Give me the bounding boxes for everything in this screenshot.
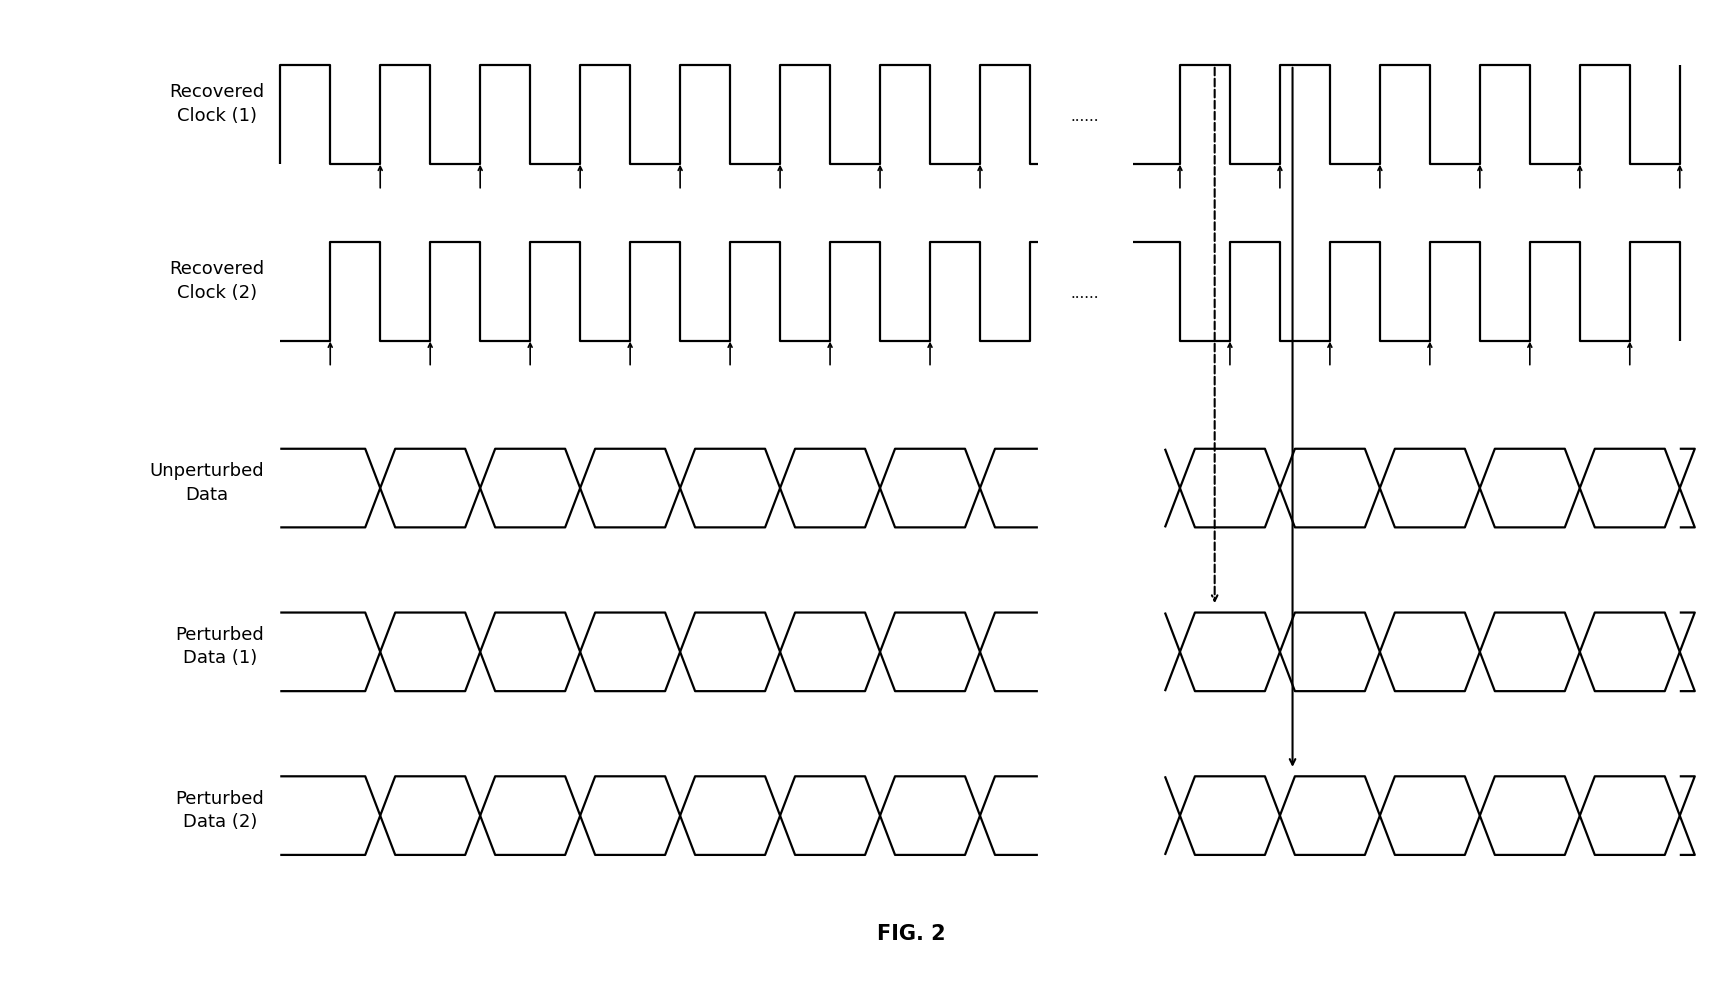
Text: Perturbed
Data (1): Perturbed Data (1) — [175, 626, 265, 668]
Text: FIG. 2: FIG. 2 — [878, 924, 947, 944]
Text: Recovered
Clock (1): Recovered Clock (1) — [170, 84, 265, 125]
Text: Perturbed
Data (2): Perturbed Data (2) — [175, 790, 265, 831]
Text: ......: ...... — [1070, 287, 1100, 301]
Text: Unperturbed
Data: Unperturbed Data — [149, 462, 265, 504]
Text: ......: ...... — [1070, 110, 1100, 124]
Text: Recovered
Clock (2): Recovered Clock (2) — [170, 260, 265, 302]
